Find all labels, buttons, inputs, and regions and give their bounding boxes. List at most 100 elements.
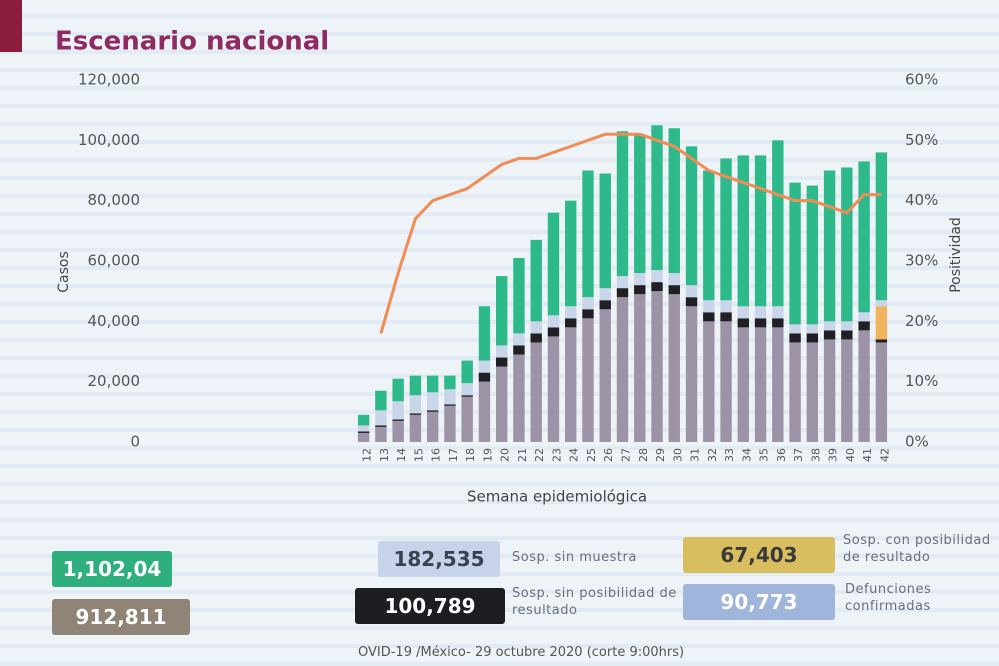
y-tick-label: 100,000: [78, 131, 140, 149]
bar-segment: [858, 161, 870, 313]
bar-segment: [806, 324, 819, 334]
bar-segment: [616, 297, 629, 442]
bar-segment: [685, 306, 698, 442]
bar-segment: [685, 297, 698, 307]
y-tick-label: 60,000: [88, 252, 141, 270]
y-tick-label: 0: [130, 433, 140, 451]
x-tick-label: 24: [568, 448, 581, 462]
bar-segment: [582, 297, 594, 310]
bar-segment: [668, 285, 680, 295]
x-tick-label: 17: [447, 448, 460, 462]
bar-segment: [547, 315, 560, 328]
bar-segment: [634, 134, 646, 274]
x-tick-label: 27: [620, 448, 633, 462]
bar-segment: [720, 312, 732, 322]
bar-segment: [461, 395, 473, 397]
bar-segment: [737, 318, 750, 328]
bar-segment: [703, 300, 715, 313]
bar-segment: [530, 321, 542, 334]
bar-segment: [461, 360, 473, 384]
y2-tick-label: 50%: [905, 131, 938, 149]
x-tick-label: 35: [758, 448, 771, 462]
bar-segment: [599, 288, 611, 301]
x-tick-label: 28: [637, 448, 650, 462]
bar-segment: [392, 401, 404, 420]
bar-segment: [720, 158, 732, 301]
bar-segment: [375, 425, 387, 427]
x-tick-label: 31: [689, 448, 702, 462]
bar-segment: [426, 392, 439, 411]
bar-segment: [513, 354, 525, 442]
bar-segment: [772, 140, 784, 307]
bar-segment: [841, 339, 853, 442]
bar-segment: [357, 432, 370, 442]
bar-segment: [703, 312, 715, 322]
bar-segment: [823, 339, 836, 442]
x-tick-label: 33: [723, 448, 736, 462]
x-tick-label: 26: [602, 448, 615, 462]
bar-segment: [789, 333, 801, 343]
bar-segment: [616, 131, 629, 277]
x-tick-label: 41: [861, 448, 874, 462]
x-tick-label: 13: [378, 448, 391, 462]
y-tick-label: 120,000: [78, 71, 140, 89]
bar-segment: [789, 182, 801, 325]
bar-segment: [461, 383, 473, 396]
bar-segment: [720, 300, 732, 313]
bar-segment: [547, 212, 560, 316]
bar-segment: [530, 239, 542, 322]
x-tick-label: 30: [671, 448, 684, 462]
bar-segment: [392, 420, 404, 442]
card-label: Sosp. sin muestra: [512, 550, 637, 565]
y-tick-label: 80,000: [88, 191, 141, 209]
x-tick-label: 18: [464, 448, 477, 462]
bar-segment: [444, 405, 456, 442]
bar-segment: [375, 390, 387, 411]
bar-segment: [530, 333, 542, 343]
x-tick-label: 29: [654, 448, 667, 462]
x-tick-label: 12: [361, 448, 374, 462]
bar-segment: [461, 396, 473, 442]
y2-tick-label: 30%: [905, 252, 938, 270]
y2-tick-label: 10%: [905, 372, 938, 390]
x-tick-label: 42: [878, 448, 891, 462]
positivity-line: [379, 132, 882, 334]
x-tick-label: 15: [412, 448, 425, 462]
card: 67,403: [683, 537, 835, 573]
bar-segment: [841, 330, 853, 340]
bar-segment: [565, 200, 577, 307]
x-tick-label: 25: [585, 448, 598, 462]
bar-segment: [357, 425, 370, 432]
bar-segment: [357, 414, 370, 426]
bar-segment: [444, 375, 456, 390]
x-tick-label: 40: [844, 448, 857, 462]
x-tick-label: 39: [827, 448, 840, 462]
bar-segment: [634, 294, 646, 442]
bar-segment: [495, 366, 508, 442]
x-tick-label: 22: [533, 448, 546, 462]
card: 100,789: [355, 588, 505, 624]
bar-segment: [789, 324, 801, 334]
bar-segment: [426, 410, 439, 412]
bar-segment: [841, 321, 853, 331]
bar-segment: [547, 327, 560, 337]
y-tick-label: 20,000: [88, 372, 141, 390]
bar-segment: [858, 312, 870, 322]
bar-segment: [392, 378, 404, 402]
bar-segment: [754, 318, 767, 328]
bar-segment: [875, 300, 888, 307]
bar-segment: [634, 285, 646, 295]
bar-segment: [547, 336, 560, 442]
y2-tick-label: 20%: [905, 312, 938, 330]
bar-segment: [651, 282, 663, 292]
bar-segment: [495, 276, 508, 346]
bar-segment: [841, 167, 853, 322]
bar-segment: [806, 185, 819, 325]
bar-segment: [426, 411, 439, 442]
bar-segment: [530, 342, 542, 442]
bar-segment: [426, 375, 439, 393]
bar-segment: [616, 276, 629, 289]
bar-segment: [565, 327, 577, 442]
